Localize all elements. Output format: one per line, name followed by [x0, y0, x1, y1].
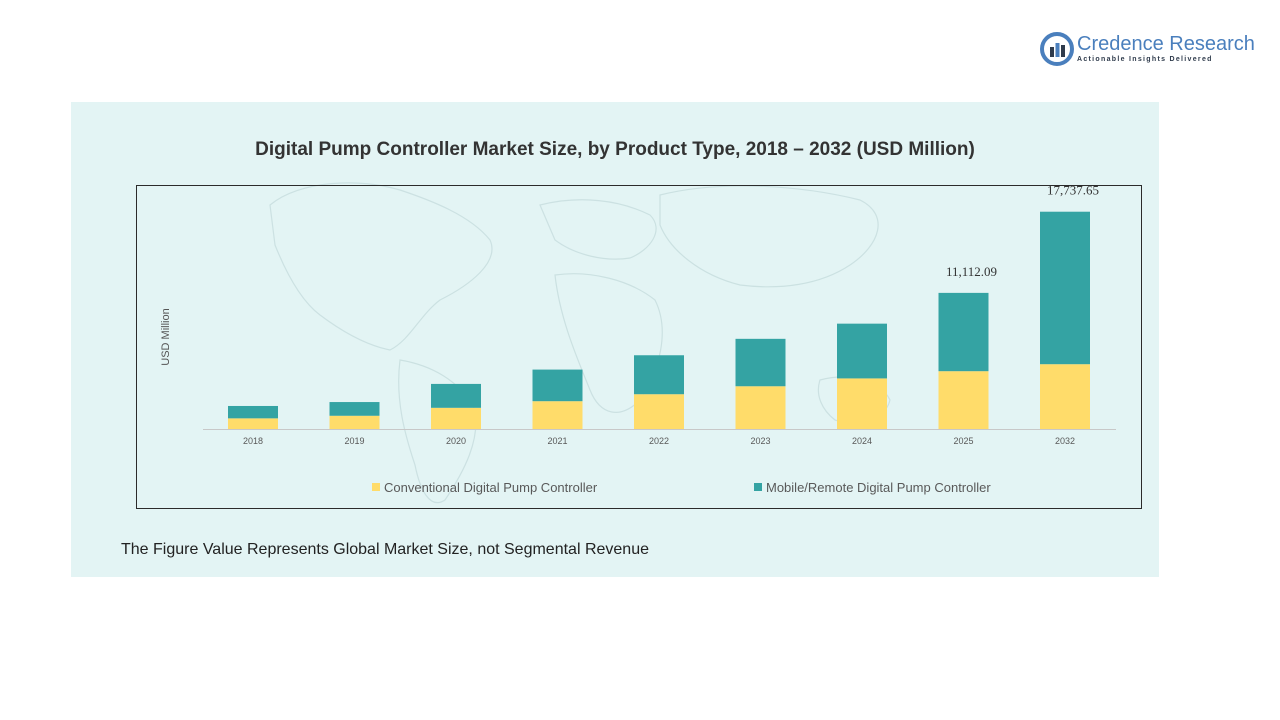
legend-label-mobile-remote: Mobile/Remote Digital Pump Controller — [766, 479, 991, 495]
bar-conventional-2020 — [431, 407, 481, 429]
data-label-2032: 17,737.65 — [1047, 183, 1099, 198]
bar-conventional-2018 — [228, 418, 278, 429]
footnote: The Figure Value Represents Global Marke… — [121, 541, 649, 558]
data-label-2025: 11,112.09 — [946, 264, 997, 279]
brand-name: Credence Research — [1077, 33, 1255, 55]
bar-mobile-remote-2021 — [532, 369, 583, 402]
legend-item-conventional: Conventional Digital Pump Controller — [372, 479, 597, 495]
bar-conventional-2023 — [735, 386, 786, 429]
bar-conventional-2032 — [1040, 364, 1090, 429]
legend-item-mobile-remote: Mobile/Remote Digital Pump Controller — [754, 479, 991, 495]
x-tick-label-2032: 2032 — [1055, 436, 1075, 446]
brand-tagline: Actionable Insights Delivered — [1077, 56, 1213, 63]
bar-mobile-remote-2032 — [1040, 211, 1090, 365]
x-tick-label-2020: 2020 — [446, 436, 466, 446]
credence-logo-icon — [1040, 32, 1074, 66]
x-tick-label-2023: 2023 — [750, 436, 770, 446]
bar-mobile-remote-2023 — [735, 338, 786, 387]
bar-mobile-remote-2020 — [431, 383, 481, 408]
bar-mobile-remote-2025 — [938, 292, 989, 372]
x-tick-label-2024: 2024 — [852, 436, 872, 446]
chart-title: Digital Pump Controller Market Size, by … — [255, 139, 975, 160]
brand-header: Credence Research Actionable Insights De… — [1040, 30, 1260, 70]
bar-conventional-2019 — [329, 415, 380, 429]
bar-mobile-remote-2018 — [228, 405, 278, 419]
x-tick-label-2019: 2019 — [344, 436, 364, 446]
x-tick-label-2018: 2018 — [243, 436, 263, 446]
bar-conventional-2022 — [634, 394, 684, 429]
bar-conventional-2021 — [532, 401, 583, 429]
bar-conventional-2024 — [837, 378, 887, 429]
legend-swatch-conventional — [372, 483, 380, 491]
bar-conventional-2025 — [938, 371, 989, 429]
bar-mobile-remote-2022 — [634, 355, 684, 395]
x-tick-label-2021: 2021 — [547, 436, 567, 446]
chart-frame — [136, 185, 1142, 509]
bar-mobile-remote-2024 — [837, 323, 887, 379]
legend-label-conventional: Conventional Digital Pump Controller — [384, 479, 598, 495]
x-tick-label-2022: 2022 — [649, 436, 669, 446]
x-tick-label-2025: 2025 — [953, 436, 973, 446]
bar-mobile-remote-2019 — [329, 402, 380, 416]
legend-swatch-mobile-remote — [754, 483, 762, 491]
